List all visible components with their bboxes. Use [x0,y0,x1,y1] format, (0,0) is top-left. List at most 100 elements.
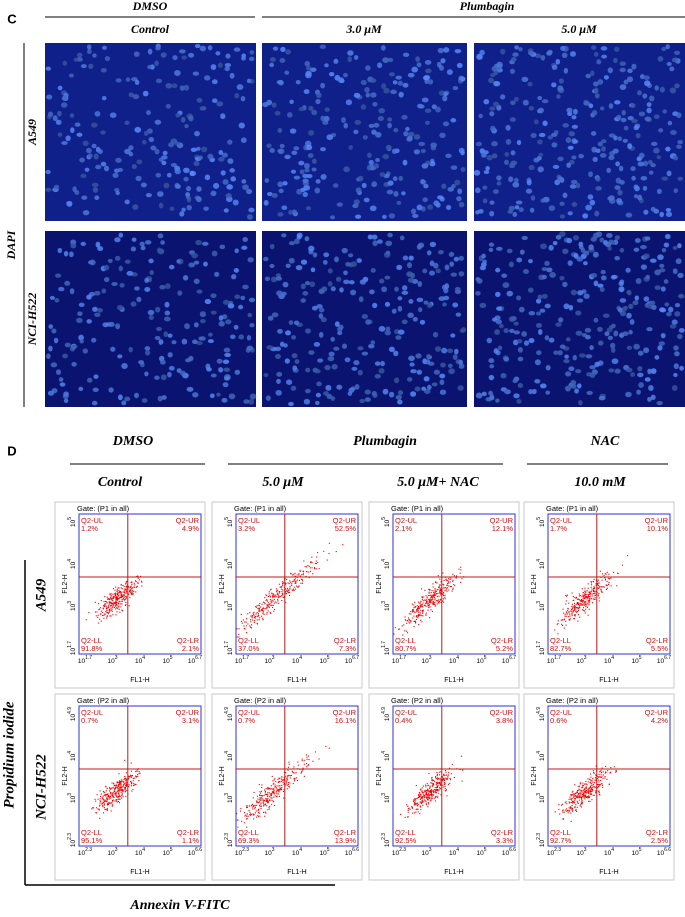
event-dot [105,600,107,602]
nucleus [402,52,410,57]
nucleus [661,248,667,253]
event-dot [120,591,122,593]
event-dot [98,808,100,810]
quadrant-name: Q2-UR [333,516,357,525]
nucleus [640,264,647,270]
event-dot [425,804,427,806]
event-dot [574,798,576,800]
event-dot [259,610,261,612]
nucleus [521,331,527,337]
nucleus [88,63,94,69]
event-dot [580,795,582,797]
event-dot [595,779,597,781]
event-dot [588,795,590,797]
event-dot [252,813,254,815]
event-dot [267,809,269,811]
nucleus [583,250,590,256]
nucleus [368,343,375,349]
event-dot [308,565,310,567]
event-dot [577,794,579,796]
event-dot [587,792,589,794]
nucleus [614,235,621,240]
event-dot [427,603,429,605]
tick-base: 10 [235,850,243,857]
event-dot [259,805,261,807]
event-dot [407,808,409,810]
nucleus [343,122,348,129]
event-dot [282,584,284,586]
event-dot [572,611,574,613]
event-dot [104,603,106,605]
event-dot [582,796,584,798]
nucleus [233,47,241,52]
event-dot [282,596,284,598]
nucleus [91,143,97,149]
quadrant-value: 92.7% [550,836,572,845]
event-dot [595,590,597,592]
nucleus [531,388,537,395]
tick-base: 10 [631,850,639,857]
event-dot [424,789,426,791]
event-dot [579,792,581,794]
event-dot [573,794,575,796]
nucleus [319,44,326,50]
event-dot [589,787,591,789]
tick-base: 10 [476,850,484,857]
nucleus [216,101,224,107]
quadrant-value: 3.3% [496,836,513,845]
event-dot [286,578,288,580]
event-dot [430,790,432,792]
nucleus [578,153,584,159]
event-dot [109,802,111,804]
event-dot [435,789,437,791]
event-dot [427,603,429,605]
event-dot [307,765,309,767]
tick-base: 10 [604,658,612,665]
event-dot [131,584,133,586]
event-dot [135,783,137,785]
nucleus [422,197,428,203]
nucleus [553,350,559,355]
nucleus [611,358,619,365]
nucleus [179,211,185,217]
nucleus [527,81,533,87]
event-dot [287,769,289,771]
nucleus [460,166,466,173]
nucleus [437,47,444,54]
event-dot [257,809,259,811]
event-dot [598,781,600,783]
tick-exponent: 4 [299,847,302,853]
event-dot [275,787,277,789]
event-dot [590,582,592,584]
event-dot [575,792,577,794]
event-dot [427,798,429,800]
event-dot [588,791,590,793]
event-dot [115,794,117,796]
event-dot [563,619,565,621]
nucleus [154,148,160,155]
nucleus [317,358,324,363]
event-dot [286,778,288,780]
nucleus [238,334,245,340]
event-dot [293,579,295,581]
event-dot [562,625,564,627]
event-dot [436,582,438,584]
event-dot [297,779,299,781]
tick-exponent: 2.3 [399,847,406,853]
nucleus [540,198,546,203]
event-dot [246,807,248,809]
event-dot [106,798,108,800]
event-dot [283,777,285,779]
event-dot [420,797,422,799]
nucleus [368,159,375,166]
event-dot [600,776,602,778]
event-dot [254,620,256,622]
event-dot [605,588,607,590]
nucleus [155,46,161,51]
event-dot [299,570,301,572]
event-dot [443,592,445,594]
tick-exponent: 4 [142,655,145,661]
tick-exponent: 2.3 [242,847,249,853]
event-dot [442,778,444,780]
nucleus [347,391,353,396]
